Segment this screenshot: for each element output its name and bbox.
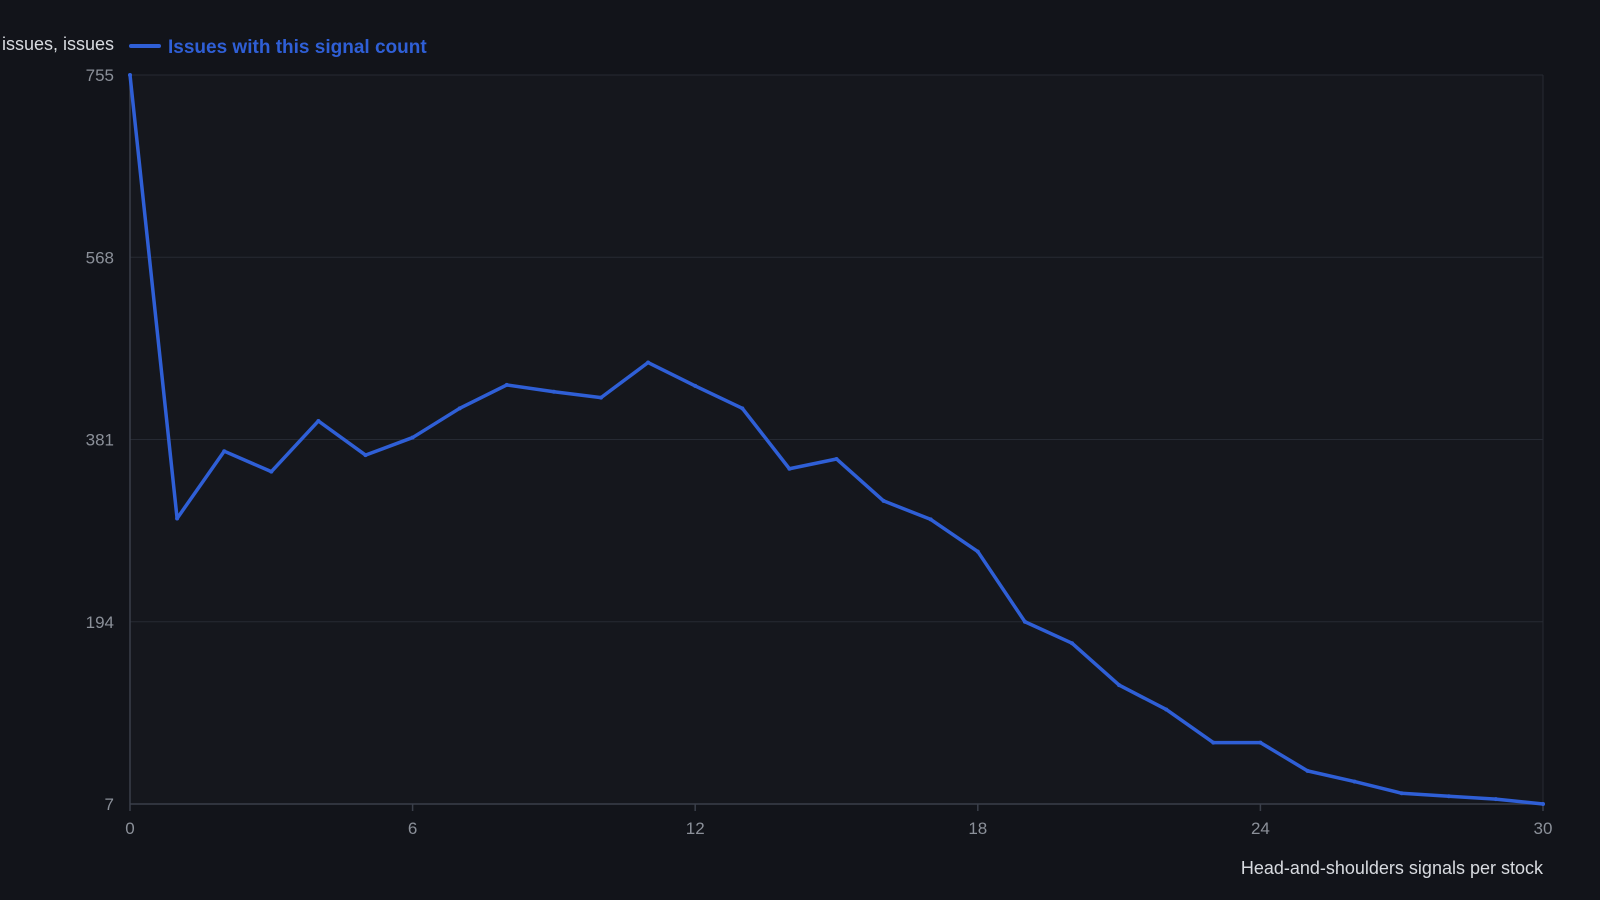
x-tick-label: 18 [968,819,987,838]
y-tick-label: 381 [86,431,114,450]
data-point[interactable] [1352,779,1357,784]
x-tick-label: 0 [125,819,134,838]
data-point[interactable] [1070,641,1074,646]
data-point[interactable] [410,435,415,440]
data-point[interactable] [1022,619,1027,624]
data-point[interactable] [740,406,745,411]
data-point[interactable] [1493,797,1498,802]
x-axis-title: Head-and-shoulders signals per stock [1241,858,1544,878]
data-point[interactable] [1258,740,1263,745]
data-point[interactable] [834,456,839,461]
data-point[interactable] [1211,740,1216,745]
data-point[interactable] [1305,768,1310,773]
x-tick-label: 30 [1534,819,1553,838]
series-layer [128,73,1545,806]
x-tick-label: 24 [1251,819,1270,838]
y-tick-label: 7 [105,795,114,814]
data-point[interactable] [363,453,368,458]
data-point[interactable] [551,389,556,394]
data-point[interactable] [693,383,698,388]
x-tick-label: 12 [686,819,705,838]
data-point[interactable] [1399,791,1404,796]
data-point[interactable] [175,516,180,521]
data-point[interactable] [1164,707,1169,712]
y-tick-label: 568 [86,248,114,267]
data-point[interactable] [787,466,792,471]
data-point[interactable] [646,360,651,365]
data-point[interactable] [928,517,933,522]
legend[interactable]: Issues with this signal count [129,37,427,58]
data-point[interactable] [316,418,321,423]
axes [129,75,1544,811]
data-point[interactable] [1541,802,1545,806]
data-point[interactable] [881,498,886,503]
data-point[interactable] [222,449,227,454]
data-point[interactable] [599,395,603,400]
data-point[interactable] [128,73,132,77]
data-point[interactable] [1117,683,1122,688]
y-tick-label: 194 [86,613,114,632]
tick-labels: 755 568 381 194 70 6 12 18 24 30 [86,66,1553,838]
data-point[interactable] [504,382,509,387]
y-tick-label: 755 [86,66,114,85]
data-point[interactable] [975,549,980,554]
legend-label[interactable]: Issues with this signal count [168,37,427,58]
data-point[interactable] [457,406,462,411]
y-axis-title: issues, issues [2,34,114,54]
data-point[interactable] [269,469,274,474]
data-point[interactable] [1446,794,1451,799]
x-tick-label: 6 [408,819,417,838]
